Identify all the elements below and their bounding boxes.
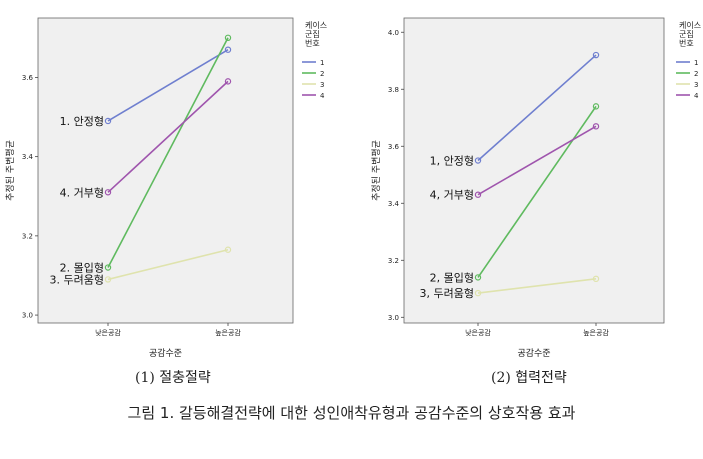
data-point: [474, 274, 482, 281]
series-annotation: 2. 몰입형: [60, 262, 104, 275]
subcaption-1: (1) 절충절략: [135, 370, 211, 386]
data-point: [592, 51, 600, 59]
series-line-3: [477, 278, 597, 294]
data-point: [104, 264, 112, 271]
legend-title: 군집: [679, 29, 694, 39]
legend-entry: 3: [694, 81, 698, 89]
data-point: [592, 275, 600, 283]
subcaption-2: (2) 협력전략: [491, 370, 567, 386]
series-line-4: [107, 80, 229, 193]
data-point: [104, 189, 112, 196]
series-annotation: 4, 거부형: [430, 189, 474, 202]
y-tick-label: 3.0: [22, 312, 33, 320]
y-axis-label: 추정된 주변평균: [4, 140, 16, 201]
legend-entry: 2: [694, 70, 698, 78]
series-annotation: 4. 거부형: [60, 186, 104, 199]
series-annotation: 3. 두려움형: [50, 273, 104, 286]
data-point: [224, 78, 232, 85]
plot-area: [403, 17, 665, 324]
series-annotation: 1. 안정형: [60, 115, 104, 128]
legend-title: 군집: [305, 29, 320, 39]
figure-caption: 그림 1. 갈등해결전략에 대한 성인애착유형과 공감수준의 상호작용 효과: [127, 404, 576, 422]
data-point: [224, 246, 232, 253]
data-point: [224, 34, 232, 42]
series-line-2: [477, 105, 597, 278]
data-point: [474, 157, 482, 164]
legend-title: 번호: [679, 39, 694, 48]
x-tick-label: 높은공감: [215, 329, 241, 337]
legend-entry: 4: [694, 92, 699, 100]
data-point: [104, 117, 112, 125]
y-tick-label: 3.0: [388, 314, 399, 322]
y-tick-label: 3.8: [388, 86, 399, 94]
series-line-1: [477, 54, 597, 162]
y-tick-label: 3.2: [22, 232, 33, 240]
x-tick-label: 낮은공감: [465, 328, 491, 337]
legend-entry: 1: [320, 59, 324, 67]
plot-area: [37, 17, 294, 324]
series-line-1: [107, 49, 229, 122]
data-point: [592, 123, 600, 130]
x-tick-label: 낮은공감: [95, 328, 121, 337]
legend-title: 케이스: [679, 20, 701, 30]
y-tick-label: 3.4: [388, 200, 400, 208]
y-tick-label: 3.6: [22, 74, 34, 82]
data-point: [592, 103, 600, 110]
legend-title: 케이스: [305, 20, 327, 30]
y-tick-label: 4.0: [388, 29, 399, 37]
series-annotation: 2, 몰입형: [430, 271, 474, 284]
data-point: [474, 289, 482, 297]
y-axis-label: 추정된 주변평균: [370, 140, 382, 201]
legend-entry: 2: [320, 70, 324, 78]
data-point: [474, 191, 482, 198]
x-tick-label: 높은공감: [583, 329, 609, 337]
series-annotation: 3, 두려움형: [420, 287, 474, 300]
series-line-3: [107, 248, 229, 281]
legend-entry: 4: [320, 92, 325, 100]
series-line-4: [477, 125, 597, 196]
legend-entry: 3: [320, 81, 324, 89]
y-tick-label: 3.6: [388, 143, 400, 151]
x-axis-label: 공감수준: [149, 347, 182, 359]
legend-title: 번호: [305, 39, 320, 48]
y-tick-label: 3.2: [388, 257, 399, 265]
data-point: [224, 46, 232, 53]
series-annotation: 1, 안정형: [430, 155, 474, 168]
data-point: [104, 276, 112, 283]
series-line-2: [107, 37, 229, 268]
legend-entry: 1: [694, 59, 698, 67]
y-tick-label: 3.4: [22, 153, 34, 161]
x-axis-label: 공감수준: [517, 347, 550, 359]
